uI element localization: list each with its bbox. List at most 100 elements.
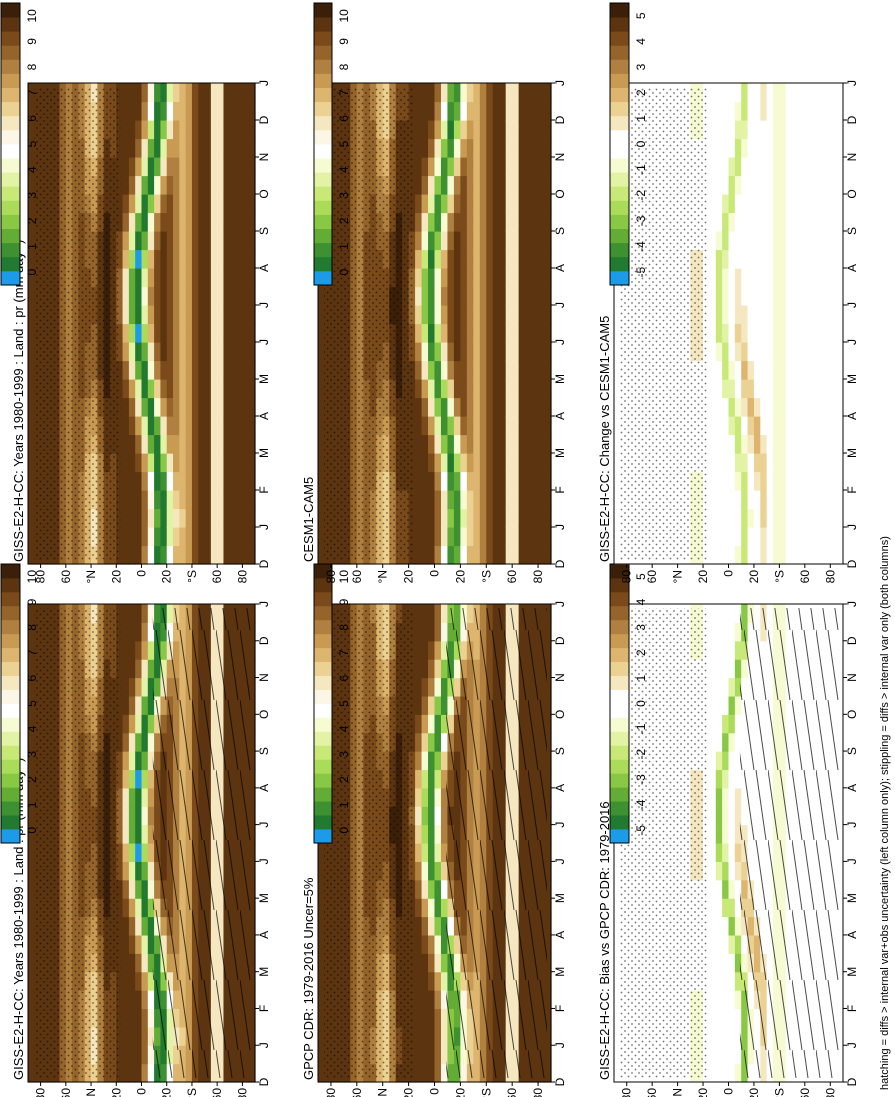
heatmap-cell [434, 508, 442, 528]
heatmap-cell [28, 1026, 35, 1046]
heatmap-cell [728, 990, 736, 1010]
heatmap-cell [512, 323, 520, 343]
heatmap-cell [242, 434, 250, 454]
heatmap-cell [415, 677, 423, 697]
heatmap-cell [141, 1008, 149, 1028]
heatmap-cell [434, 990, 442, 1010]
colorbar-swatch [1, 45, 20, 60]
heatmap-cell [440, 751, 449, 771]
heatmap-cell [198, 453, 206, 473]
heatmap-cell [440, 231, 449, 251]
heatmap-cell [229, 305, 237, 325]
heatmap-cell [512, 397, 520, 417]
heatmap-cell [248, 434, 256, 454]
heatmap-cell [428, 898, 436, 918]
heatmap-cell [531, 527, 539, 547]
colorbar-swatch [1, 605, 20, 621]
heatmap-cell [154, 379, 162, 399]
heatmap-cell [473, 379, 481, 399]
colorbar-tick-label: 2 [337, 776, 351, 783]
heatmap-cell [466, 249, 474, 269]
heatmap-cell [204, 175, 212, 195]
heatmap-cell [191, 138, 199, 158]
heatmap-cell [166, 416, 174, 436]
heatmap-cell [428, 879, 436, 899]
heatmap-cell [318, 990, 326, 1010]
heatmap-cell [492, 83, 500, 103]
heatmap-cell [473, 397, 481, 417]
colorbar-swatch [314, 101, 332, 117]
heatmap-cell [525, 397, 533, 417]
heatmap-cell [428, 379, 436, 399]
heatmap-cell [460, 527, 468, 547]
heatmap-cell [229, 268, 237, 288]
heatmap-cell [518, 157, 526, 177]
heatmap-cell [440, 695, 449, 715]
heatmap-cell [160, 397, 168, 417]
heatmap-cell [505, 120, 513, 140]
heatmap-cell [715, 1026, 723, 1046]
heatmap-cell [492, 397, 500, 417]
heatmap-cell [173, 527, 180, 547]
heatmap-cell [135, 268, 143, 288]
time-tick-label: J [553, 339, 567, 345]
colorbar-swatch [1, 17, 20, 32]
heatmap-cell [122, 138, 130, 158]
heatmap-cell [460, 471, 468, 491]
heatmap-cell [415, 157, 423, 177]
colorbar-swatch [1, 717, 20, 732]
heatmap-cell [479, 527, 487, 547]
heatmap-cell [479, 305, 487, 325]
heatmap-cell [198, 471, 206, 491]
heatmap-cell [722, 1063, 730, 1083]
heatmap-cell [447, 453, 455, 473]
heatmap-cell [166, 545, 174, 565]
heatmap-cell [147, 231, 155, 251]
heatmap-cell [147, 1008, 155, 1028]
heatmap-cell [428, 1026, 436, 1046]
heatmap-cell [135, 604, 143, 623]
heatmap-cell [248, 806, 256, 826]
heatmap-cell [128, 508, 136, 528]
heatmap-cell [147, 490, 155, 510]
heatmap-cell [525, 323, 533, 343]
heatmap-cell [531, 323, 539, 343]
latitude-tick-label: 80 [324, 570, 338, 584]
heatmap-cell [544, 971, 552, 991]
heatmap-cell [185, 471, 193, 491]
time-tick-label: J [553, 1042, 567, 1048]
heatmap-cell [141, 175, 149, 195]
heatmap-cell [210, 231, 218, 251]
heatmap-cell [229, 342, 237, 362]
heatmap-cell [204, 286, 212, 306]
heatmap-cell [147, 695, 155, 715]
heatmap-cell [173, 379, 180, 399]
heatmap-cell [248, 640, 256, 660]
heatmap-cell [173, 508, 180, 528]
heatmap-cell [128, 604, 136, 623]
heatmap-cell [173, 471, 180, 491]
heatmap-cell [242, 175, 250, 195]
heatmap-cell [318, 508, 326, 528]
heatmap-cell [318, 1008, 326, 1028]
heatmap-cell [28, 120, 35, 140]
heatmap-cell [141, 305, 149, 325]
heatmap-cell [428, 677, 436, 697]
heatmap-cell [614, 1063, 621, 1083]
heatmap-cell [531, 157, 539, 177]
heatmap-cell [447, 101, 455, 121]
heatmap-cell [191, 83, 199, 103]
heatmap-cell [505, 175, 513, 195]
heatmap-cell [415, 787, 423, 807]
heatmap-cell [248, 1008, 256, 1028]
heatmap-cell [141, 787, 149, 807]
heatmap-cell [734, 640, 742, 660]
heatmap-cell [160, 323, 168, 343]
heatmap-cell [248, 212, 256, 232]
colorbar-swatch [1, 242, 20, 258]
heatmap-cell [415, 490, 423, 510]
heatmap-cell [428, 659, 436, 679]
heatmap-cell [191, 305, 199, 325]
heatmap-cell [538, 508, 546, 528]
